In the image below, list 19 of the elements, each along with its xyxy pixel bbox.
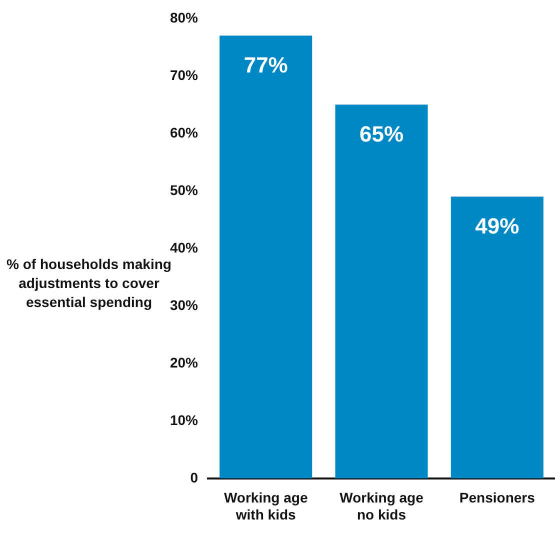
y-tick-label: 60% <box>170 124 199 140</box>
y-tick-label: 40% <box>170 239 199 256</box>
data-label: 49% <box>475 214 520 239</box>
y-tick-label: 10% <box>170 412 199 428</box>
bar <box>450 196 544 478</box>
bar <box>220 36 312 478</box>
y-axis-title: % of households making adjustments to cover essential spending <box>6 256 172 310</box>
y-tick-label: 70% <box>170 66 199 83</box>
data-label: 77% <box>244 52 288 78</box>
x-tick-label: Working age with kids <box>224 490 308 522</box>
y-tick-label: 0 <box>190 469 198 486</box>
y-tick-label: 50% <box>170 182 199 198</box>
y-tick-label: 80% <box>170 9 199 26</box>
x-tick-label: Pensioners <box>459 490 536 506</box>
y-tick-label: 30% <box>170 296 199 313</box>
bar <box>335 104 428 478</box>
y-tick-label: 20% <box>170 354 199 370</box>
data-label: 65% <box>359 122 404 147</box>
x-tick-label: Working age no kids <box>340 490 424 522</box>
